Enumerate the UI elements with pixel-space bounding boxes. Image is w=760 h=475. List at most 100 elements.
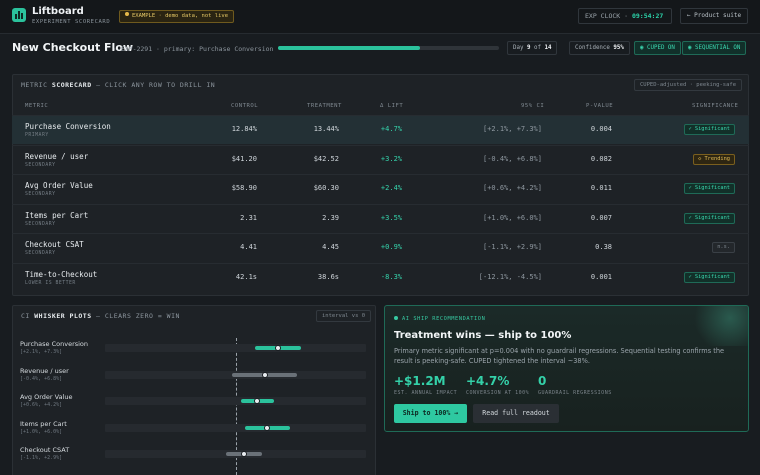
metric-name: Avg Order Value: [25, 181, 93, 190]
whisker-label: Revenue / user: [20, 366, 69, 375]
p-value: 0.011: [590, 184, 612, 192]
ai-dot-icon: [394, 316, 398, 320]
kpi-guardrail-value: 0: [538, 374, 547, 388]
treatment-value: 4.45: [322, 243, 339, 251]
control-value: 12.84%: [231, 125, 257, 133]
scorecard-heading-bold: SCORECARD: [51, 81, 92, 89]
treatment-value: 2.39: [322, 213, 339, 222]
whisker-track: [105, 370, 366, 379]
whisker-track: [105, 450, 366, 458]
treatment-value: $60.30: [313, 184, 339, 192]
experiment-progress-bar: [278, 46, 499, 50]
clock-time: 09:54:27: [631, 12, 664, 20]
col-ci: 95% CI: [521, 103, 545, 109]
metric-name: Time-to-Checkout: [25, 269, 98, 279]
p-value: 0.007: [590, 213, 612, 222]
col-control: CONTROL: [231, 103, 259, 109]
significance-badge: ✓ Significant: [683, 183, 735, 194]
metric-name: Checkout CSAT: [25, 240, 84, 249]
control-value: 42.1s: [235, 272, 257, 281]
scorecard-panel: METRIC SCORECARD — CLICK ANY ROW TO DRIL…: [12, 74, 749, 296]
p-value: 0.38: [595, 243, 612, 251]
whisker-track: [105, 344, 366, 352]
whisker-point-estimate: [261, 371, 268, 378]
experiment-meta: · EXP-2291 · primary: Purchase Conversio…: [113, 45, 274, 53]
day-label: Day: [513, 45, 524, 51]
whisker-ci-text: [+2.1%, +7.3%]: [20, 349, 63, 355]
whisker-point-estimate: [241, 451, 248, 457]
metric-tag: LOWER IS BETTER: [25, 280, 76, 286]
scorecard-heading-prefix: METRIC: [21, 81, 48, 89]
significance-badge: ✓ Significant: [683, 212, 735, 224]
whisker-label: Items per Cart: [20, 419, 67, 428]
whisker-heading-bold: WHISKER PLOTS: [34, 312, 92, 320]
p-value: 0.001: [590, 272, 612, 281]
whisker-ci-text: [-0.4%, +6.8%]: [20, 375, 63, 382]
treatment-value: $42.52: [313, 154, 339, 163]
metric-tag: SECONDARY: [25, 162, 56, 168]
whisker-point-estimate: [275, 345, 282, 351]
kpi-conversion-label: CONVERSION AT 100%: [466, 390, 530, 396]
recommendation-title: Treatment wins — ship to 100%: [394, 330, 572, 341]
confidence-chip: Confidence 95%: [569, 41, 630, 55]
example-badge-text: EXAMPLE · demo data, not live: [132, 13, 229, 19]
experiment-clock: EXP CLOCK · 09:54:27: [578, 8, 672, 24]
whisker-ci-text: [-1.1%, +2.9%]: [20, 455, 63, 461]
experiment-progress-fill: [278, 46, 421, 50]
ci-value: [-1.1%, +2.9%]: [482, 243, 542, 251]
significance-badge: ✓ Significant: [683, 271, 735, 283]
ci-value: [+2.1%, +7.3%]: [482, 125, 542, 133]
p-value: 0.004: [590, 125, 612, 133]
logo-icon: [12, 8, 26, 22]
cuped-toggle[interactable]: ◉ CUPED ON: [634, 41, 681, 55]
ship-to-100-button[interactable]: Ship to 100% →: [394, 404, 467, 423]
table-row[interactable]: Items per Cart SECONDARY 2.31 2.39 +3.5% [+1.…: [12, 203, 749, 233]
ci-value: [-0.4%, +6.8%]: [482, 154, 542, 163]
col-metric: METRIC: [25, 103, 49, 109]
whisker-label: Checkout CSAT: [20, 446, 70, 454]
p-value: 0.082: [590, 154, 612, 163]
sequential-toggle[interactable]: ◉ SEQUENTIAL ON: [682, 41, 747, 55]
whisker-note: interval vs 0: [316, 310, 372, 322]
app-subtitle: EXPERIMENT SCORECARD: [32, 19, 111, 25]
warning-dot-icon: [125, 12, 129, 16]
col-significance: SIGNIFICANCE: [692, 103, 739, 109]
table-row[interactable]: Avg Order Value SECONDARY $58.90 $60.30 +2.4…: [12, 174, 749, 203]
kpi-impact-value: +$1.2M: [394, 374, 446, 388]
table-row[interactable]: Checkout CSAT SECONDARY 4.41 4.45 +0.9% [-1.1…: [12, 233, 749, 262]
zero-reference-line: [236, 338, 237, 475]
total-days: 14: [544, 45, 552, 51]
recommendation-kicker: AI SHIP RECOMMENDATION: [394, 316, 485, 322]
treatment-value: 38.6s: [317, 272, 339, 281]
table-row[interactable]: Time-to-Checkout LOWER IS BETTER 42.1s 38.6…: [12, 262, 749, 292]
kpi-conversion-value: +4.7%: [466, 374, 510, 388]
kpi-guardrail-label: GUARDRAIL REGRESSIONS: [538, 390, 612, 396]
experiment-title: New Checkout Flow: [12, 41, 134, 54]
control-value: $58.90: [231, 184, 257, 192]
scorecard-heading: METRIC SCORECARD — CLICK ANY ROW TO DRIL…: [21, 81, 215, 89]
metric-tag: SECONDARY: [25, 251, 56, 256]
significance-badge: n.s.: [712, 242, 735, 253]
metric-tag: SECONDARY: [25, 221, 56, 227]
control-value: 4.41: [240, 243, 257, 251]
table-row[interactable]: Revenue / user SECONDARY $41.20 $42.52 +3.2%…: [12, 144, 749, 174]
of-label: of: [533, 45, 541, 51]
lift-value: -8.3%: [380, 272, 402, 281]
lift-value: +0.9%: [380, 243, 402, 251]
clock-label: EXP CLOCK ·: [585, 12, 629, 20]
lift-value: +4.7%: [380, 125, 402, 133]
significance-badge: ✓ Significant: [683, 124, 735, 135]
whisker-ci-text: [+1.0%, +6.0%]: [20, 428, 63, 435]
read-readout-button[interactable]: Read full readout: [473, 404, 559, 423]
ci-value: [-12.1%, -4.5%]: [478, 272, 542, 281]
kpi-impact-label: EST. ANNUAL IMPACT: [394, 390, 458, 396]
metric-name: Items per Cart: [25, 210, 89, 220]
control-value: 2.31: [240, 213, 257, 222]
example-badge: EXAMPLE · demo data, not live: [119, 10, 235, 23]
table-row[interactable]: Purchase Conversion PRIMARY 12.84% 13.44% +4…: [12, 115, 749, 144]
ci-value: [+1.0%, +6.0%]: [482, 213, 542, 222]
product-suite-button[interactable]: ← Product suite: [680, 8, 748, 24]
metric-name: Purchase Conversion: [25, 122, 111, 131]
whisker-heading: CI WHISKER PLOTS — CLEARS ZERO = WIN: [21, 312, 180, 320]
whisker-point-estimate: [264, 424, 271, 431]
